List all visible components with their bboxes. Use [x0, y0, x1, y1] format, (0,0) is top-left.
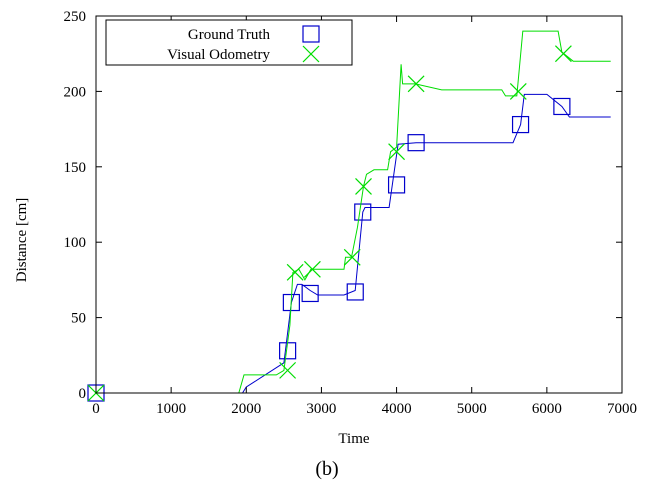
marker-stroke: [355, 177, 372, 195]
data-point-ground-truth: [387, 176, 406, 194]
x-tick-label: 4000: [382, 401, 412, 417]
data-point-visual-odometry: [303, 260, 321, 278]
data-point-visual-odometry: [407, 75, 425, 93]
data-point-visual-odometry: [554, 45, 572, 63]
x-tick-label: 3000: [306, 401, 336, 417]
data-point-ground-truth: [553, 97, 571, 116]
y-axis-title: Distance [cm]: [14, 198, 30, 283]
legend-label-ground-truth: Ground Truth: [188, 27, 271, 43]
data-point-ground-truth: [354, 203, 372, 221]
y-tick-label: 250: [64, 9, 87, 25]
marker-stroke: [302, 45, 320, 63]
y-tick-label: 100: [64, 235, 87, 251]
data-point-visual-odometry: [509, 82, 527, 100]
data-point-ground-truth: [301, 284, 319, 303]
data-point-visual-odometry: [279, 361, 297, 379]
legend-marker-visual-odometry: [302, 45, 320, 63]
data-point-visual-odometry: [343, 248, 361, 266]
legend-marker-ground-truth: [302, 25, 320, 43]
y-tick-label: 200: [64, 84, 87, 100]
x-axis-title: Time: [338, 431, 369, 447]
marker-stroke: [343, 248, 361, 266]
series-line-ground-truth: [96, 93, 611, 394]
axes: 0 1000 2000 3000 4000 5000 6000 7000 0 50 100 150 20…: [64, 9, 638, 417]
marker-stroke: [407, 75, 425, 93]
x-tick-label: 0: [92, 401, 100, 417]
marker-stroke: [303, 260, 321, 278]
marker-stroke: [388, 143, 405, 161]
data-point-ground-truth: [511, 115, 530, 134]
x-tick-label: 6000: [532, 401, 562, 417]
data-point-ground-truth: [346, 283, 364, 301]
y-tick-label: 150: [64, 160, 87, 176]
figure-caption: (b): [315, 458, 338, 480]
data-point-visual-odometry: [388, 143, 405, 161]
marker-stroke: [279, 361, 297, 379]
x-tick-label: 1000: [156, 401, 186, 417]
legend: Ground Truth Visual Odometry: [105, 19, 353, 66]
marker-stroke: [554, 45, 572, 63]
plot-area: [87, 30, 611, 402]
data-point-visual-odometry: [355, 177, 372, 195]
y-tick-label: 50: [71, 311, 86, 327]
legend-label-visual-odometry: Visual Odometry: [167, 47, 270, 63]
data-point-visual-odometry: [286, 263, 304, 281]
plot-frame: [95, 15, 623, 394]
data-point-ground-truth: [407, 134, 425, 152]
y-tick-label: 0: [79, 386, 87, 402]
x-tick-label: 5000: [457, 401, 487, 417]
marker-stroke: [286, 263, 304, 281]
x-tick-label: 2000: [231, 401, 261, 417]
series-line-visual-odometry: [96, 30, 611, 394]
x-tick-label: 7000: [607, 401, 637, 417]
marker-stroke: [509, 82, 527, 100]
